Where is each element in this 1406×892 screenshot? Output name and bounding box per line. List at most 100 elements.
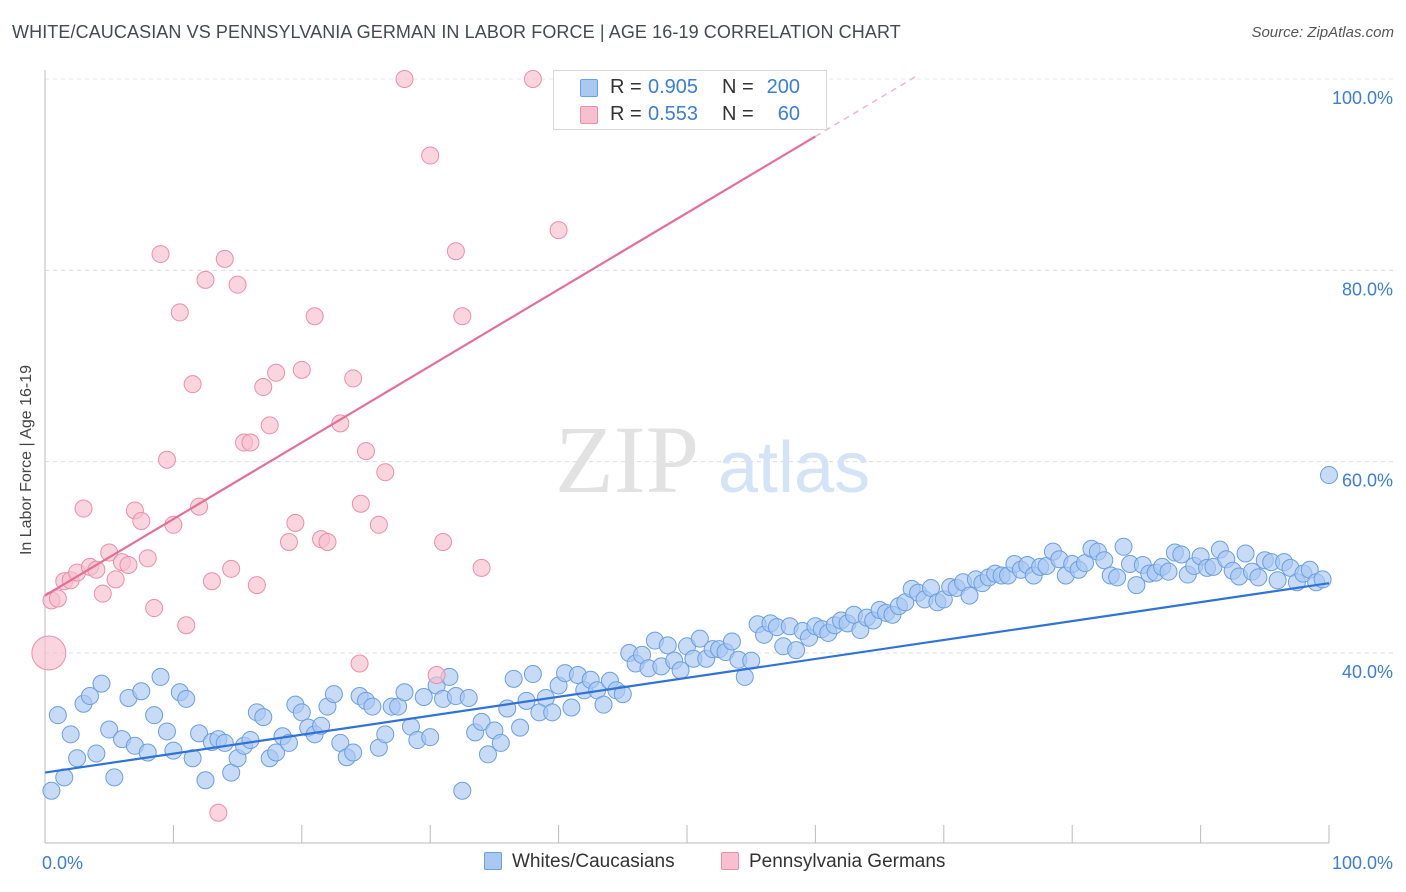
legend-item-pa-german[interactable]: Pennsylvania Germans — [721, 851, 945, 873]
data-point — [344, 743, 363, 762]
data-point — [74, 499, 93, 518]
data-point — [960, 586, 979, 605]
data-point — [446, 242, 465, 261]
data-point — [491, 733, 510, 752]
data-point — [267, 363, 286, 382]
data-point — [312, 716, 331, 735]
legend-swatch-whites — [484, 852, 502, 870]
data-point — [350, 654, 369, 673]
data-point — [421, 146, 440, 165]
data-point — [453, 781, 472, 800]
data-point — [286, 513, 305, 532]
data-point — [119, 555, 138, 574]
data-point — [170, 303, 189, 322]
source-label: Source: ZipAtlas.com — [1251, 24, 1394, 41]
legend-label-whites: Whites/Caucasians — [512, 851, 675, 872]
legend-n-label: N = — [722, 76, 754, 98]
data-point — [267, 743, 286, 762]
data-point — [254, 378, 273, 397]
data-point — [279, 533, 298, 552]
data-point — [222, 559, 241, 578]
legend-r-label: R = — [610, 103, 642, 125]
data-point — [543, 703, 562, 722]
data-point — [690, 629, 709, 648]
data-point — [228, 275, 247, 294]
y-tick-label: 80.0% — [1342, 279, 1393, 299]
data-point — [42, 781, 61, 800]
data-point — [511, 718, 530, 737]
data-point — [68, 749, 87, 768]
data-point — [92, 674, 111, 693]
data-point — [177, 616, 196, 635]
data-point — [504, 669, 523, 688]
data-point — [209, 803, 228, 822]
trend-line-whites — [44, 582, 1330, 774]
data-point — [106, 570, 125, 589]
data-point — [145, 599, 164, 618]
legend-n-label: N = — [722, 103, 754, 125]
data-point — [164, 741, 183, 760]
data-point — [395, 70, 414, 88]
data-point — [472, 712, 491, 731]
data-point — [61, 725, 80, 744]
data-point — [1114, 537, 1133, 556]
data-point — [1159, 562, 1178, 581]
y-tick-label: 60.0% — [1342, 471, 1393, 491]
data-point — [132, 682, 151, 701]
data-point — [376, 463, 395, 482]
x-tick-label: 100.0% — [1332, 853, 1393, 873]
data-point — [105, 768, 124, 787]
data-point — [215, 249, 234, 268]
data-point — [357, 442, 375, 461]
watermark-zip: ZIP — [555, 406, 699, 513]
data-point — [1249, 568, 1268, 587]
trend-lines — [44, 74, 1330, 774]
data-point — [151, 667, 170, 686]
data-point — [48, 589, 67, 608]
data-point — [658, 636, 677, 655]
data-point — [1320, 466, 1338, 485]
x-tick-label: 0.0% — [42, 853, 83, 873]
data-point — [1095, 551, 1114, 570]
chart-title: WHITE/CAUCASIAN VS PENNSYLVANIA GERMAN I… — [12, 22, 901, 42]
data-point — [613, 685, 632, 704]
data-point — [215, 733, 234, 752]
legend-n-value: 60 — [777, 103, 800, 125]
data-point — [363, 697, 382, 716]
legend-item-whites[interactable]: Whites/Caucasians — [484, 851, 675, 873]
data-point — [48, 706, 67, 725]
data-point — [247, 576, 266, 595]
data-point — [93, 584, 112, 603]
legend-r-value: 0.905 — [648, 76, 699, 98]
legend-label-pa-german: Pennsylvania Germans — [749, 851, 946, 872]
data-point — [202, 572, 221, 591]
series-legend: Whites/Caucasians Pennsylvania Germans — [0, 851, 1406, 877]
data-point — [351, 494, 370, 513]
data-point — [100, 720, 119, 739]
legend-row-pa-german: R = 0.553 N = 60 — [554, 101, 826, 127]
legend-r-value: 0.553 — [648, 103, 699, 125]
legend-r-label: R = — [610, 76, 642, 98]
legend-row-whites: R = 0.905 N = 200 — [554, 74, 826, 100]
data-point — [183, 375, 202, 394]
data-point — [132, 511, 151, 530]
tick-labels: 40.0% 60.0% 80.0% 100.0% 0.0% 100.0% — [42, 88, 1393, 873]
data-point — [344, 369, 363, 388]
data-point — [157, 722, 176, 741]
trend-line-pa-german-extension — [815, 74, 919, 138]
data-point — [1172, 545, 1191, 564]
legend-swatch-pa-german — [580, 106, 598, 124]
data-point — [722, 632, 741, 651]
data-point — [157, 450, 176, 469]
data-point — [369, 515, 388, 534]
data-point — [523, 70, 542, 88]
data-point — [254, 708, 273, 727]
legend-swatch-whites — [580, 79, 598, 97]
data-point — [1108, 568, 1127, 587]
trend-line-pa-german — [44, 135, 816, 597]
data-point — [31, 635, 67, 671]
data-point — [138, 549, 157, 568]
data-point — [427, 666, 446, 685]
data-point — [376, 725, 395, 744]
